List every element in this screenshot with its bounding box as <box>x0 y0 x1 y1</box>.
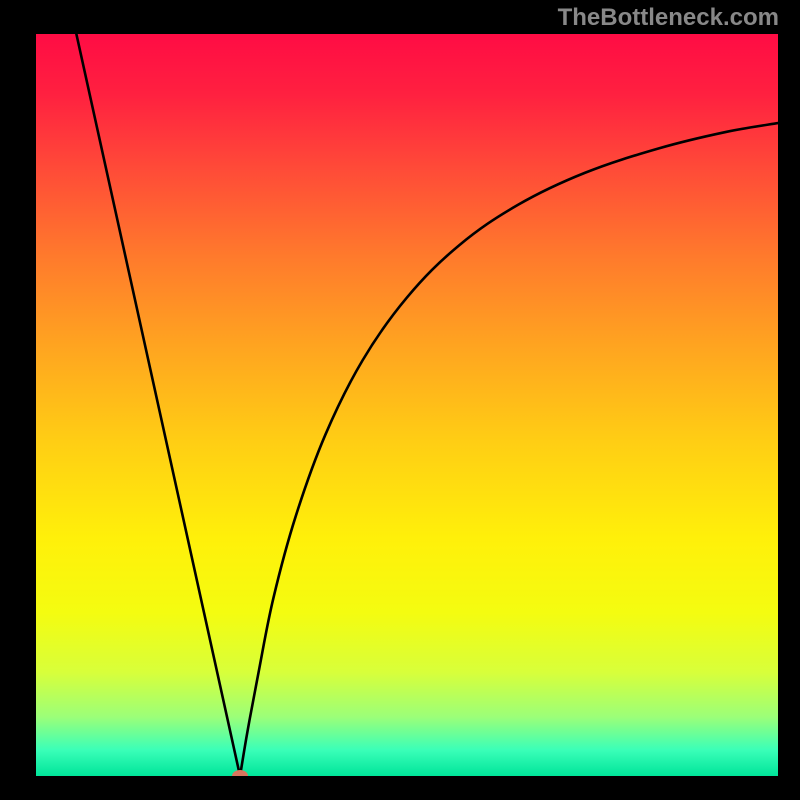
bottleneck-chart-svg <box>36 34 778 776</box>
watermark-text: TheBottleneck.com <box>558 4 779 32</box>
chart-frame: TheBottleneck.com <box>0 0 800 800</box>
plot-area <box>36 34 778 776</box>
